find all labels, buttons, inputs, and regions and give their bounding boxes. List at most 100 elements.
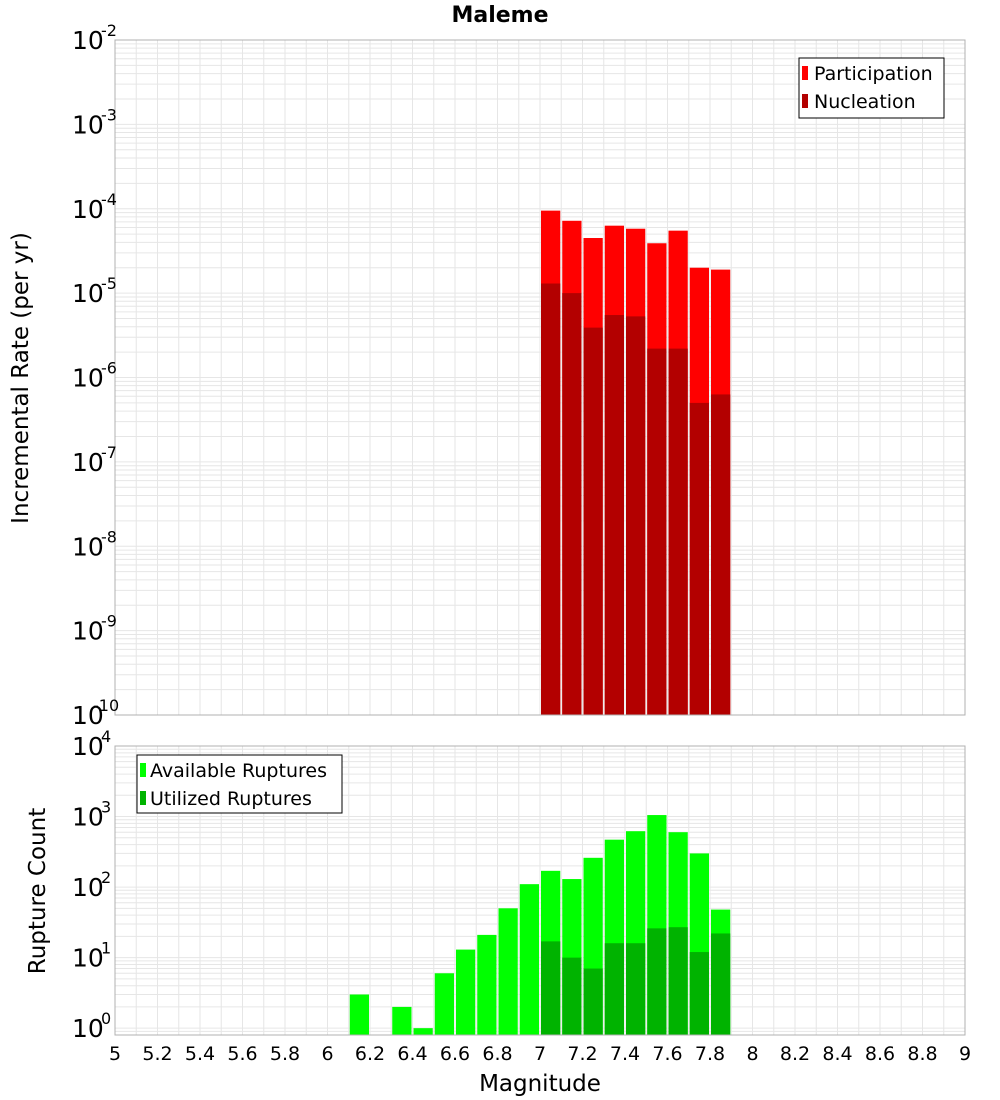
x-tick-label: 8.4: [822, 1043, 852, 1065]
bar-utilized-ruptures: [711, 933, 731, 1035]
x-axis-title: Magnitude: [479, 1071, 601, 1097]
top-bars: [541, 210, 731, 716]
x-tick-label: 7.6: [652, 1043, 682, 1065]
bar-nucleation: [604, 315, 624, 715]
bar-available-ruptures: [498, 908, 518, 1035]
y-tick-base: 10: [72, 279, 104, 308]
y-tick-exponent: -10: [93, 696, 119, 715]
legend-swatch-participation: [802, 66, 808, 80]
bottom-y-axis-title: Rupture Count: [25, 808, 51, 974]
y-tick-exponent: 3: [101, 798, 111, 817]
chart-title: Maleme: [451, 3, 548, 28]
y-tick-exponent: -5: [101, 274, 117, 293]
legend-swatch-utilized: [140, 791, 146, 805]
x-tick-label: 5.6: [227, 1043, 257, 1065]
bar-utilized-ruptures: [647, 928, 667, 1035]
bar-available-ruptures: [413, 1028, 433, 1035]
y-tick-base: 10: [72, 1014, 104, 1043]
y-tick-exponent: -8: [101, 527, 117, 546]
y-tick-base: 10: [72, 195, 104, 224]
top-legend: Participation Nucleation: [798, 57, 945, 119]
top-legend-box: [798, 57, 945, 119]
y-tick-label: 104: [72, 727, 111, 761]
legend-label-utilized: Utilized Ruptures: [150, 788, 312, 810]
bar-utilized-ruptures: [583, 968, 603, 1035]
legend-label-available: Available Ruptures: [150, 760, 327, 782]
x-tick-label: 8.2: [780, 1043, 810, 1065]
bar-available-ruptures: [349, 994, 369, 1035]
y-tick-label: 10-6: [72, 359, 117, 393]
x-tick-label: 6.2: [355, 1043, 385, 1065]
bottom-legend-box: [136, 754, 343, 814]
x-tick-label: 6.4: [397, 1043, 427, 1065]
x-tick-label: 6.6: [440, 1043, 470, 1065]
bar-available-ruptures: [519, 884, 539, 1035]
y-tick-base: 10: [72, 873, 104, 902]
x-ticks: 5 5.2 5.4 5.6 5.8 6 6.2 6.4 6.6 6.8 7 7.2 7.4 7.6 7.8 8…: [109, 1043, 971, 1065]
bar-utilized-ruptures: [604, 943, 624, 1035]
bar-nucleation: [541, 283, 561, 715]
y-tick-base: 10: [72, 701, 104, 730]
y-tick-exponent: 1: [101, 939, 111, 958]
y-tick-exponent: -7: [101, 443, 117, 462]
y-tick-base: 10: [72, 26, 104, 55]
bar-nucleation: [647, 348, 667, 715]
top-gridlines: [115, 40, 965, 715]
y-tick-base: 10: [72, 364, 104, 393]
bar-nucleation: [583, 327, 603, 715]
y-tick-base: 10: [72, 448, 104, 477]
x-tick-label: 6: [321, 1043, 333, 1065]
y-tick-label: 10-4: [72, 190, 117, 224]
bar-available-ruptures: [434, 973, 454, 1035]
y-tick-exponent: -2: [101, 21, 117, 40]
y-tick-label: 10-8: [72, 527, 117, 561]
x-tick-label: 8: [746, 1043, 758, 1065]
bar-utilized-ruptures: [689, 952, 709, 1035]
legend-label-nucleation: Nucleation: [814, 91, 916, 113]
y-tick-base: 10: [72, 617, 104, 646]
x-tick-label: 5.4: [185, 1043, 215, 1065]
bottom-legend: Available Ruptures Utilized Ruptures: [136, 754, 343, 814]
y-tick-exponent: -6: [101, 359, 117, 378]
x-tick-label: 5.2: [142, 1043, 172, 1065]
bar-nucleation: [711, 394, 731, 715]
bottom-plot-area: [114, 745, 966, 1036]
top-plot-frame: [114, 39, 966, 716]
bar-available-ruptures: [477, 934, 497, 1035]
bar-available-ruptures: [456, 949, 476, 1035]
y-tick-label: 10-3: [72, 105, 117, 139]
y-tick-exponent: 0: [101, 1009, 111, 1028]
bar-nucleation: [668, 348, 688, 715]
x-tick-label: 5: [109, 1043, 121, 1065]
x-tick-label: 7.2: [567, 1043, 597, 1065]
x-tick-label: 9: [959, 1043, 971, 1065]
y-tick-label: 103: [72, 798, 111, 832]
bar-available-ruptures: [392, 1006, 412, 1035]
top-y-axis-title: Incremental Rate (per yr): [8, 232, 34, 524]
y-tick-label: 10-10: [72, 696, 119, 730]
x-tick-label: 7.8: [695, 1043, 725, 1065]
y-tick-base: 10: [72, 732, 104, 761]
x-tick-label: 7: [534, 1043, 546, 1065]
y-tick-exponent: 4: [101, 727, 111, 746]
x-tick-label: 5.8: [270, 1043, 300, 1065]
bar-nucleation: [689, 402, 709, 715]
y-tick-base: 10: [72, 803, 104, 832]
bar-utilized-ruptures: [562, 957, 582, 1035]
bottom-bars: [349, 815, 731, 1035]
bottom-plot-frame: [114, 745, 966, 1036]
bar-utilized-ruptures: [626, 943, 646, 1035]
y-tick-exponent: -3: [101, 105, 117, 124]
y-tick-base: 10: [72, 532, 104, 561]
y-tick-label: 101: [72, 939, 111, 973]
y-tick-label: 102: [72, 868, 111, 902]
bar-utilized-ruptures: [668, 927, 688, 1035]
bar-nucleation: [562, 293, 582, 715]
y-tick-label: 10-2: [72, 21, 117, 55]
y-tick-exponent: 2: [101, 868, 111, 887]
top-plot-area: [114, 39, 966, 716]
bar-nucleation: [626, 316, 646, 715]
